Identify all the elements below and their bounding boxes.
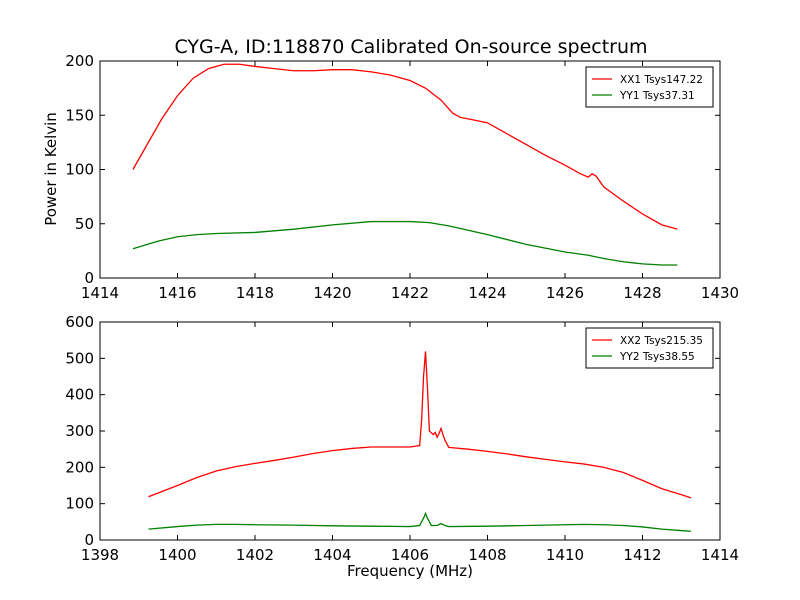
- x-tick-label: 1418: [236, 284, 274, 302]
- y-tick-label: 500: [65, 349, 94, 367]
- y-tick-label: 300: [65, 422, 94, 440]
- x-tick-label: 1426: [546, 284, 584, 302]
- y-tick-label: 50: [75, 215, 94, 233]
- x-tick-label: 1424: [468, 284, 506, 302]
- x-tick-label: 1398: [81, 546, 119, 564]
- series-line-xx: [132, 63, 678, 230]
- legend-label: YY1 Tsys37.31: [619, 90, 695, 102]
- y-tick-label: 0: [84, 269, 94, 287]
- y-tick-label: 600: [65, 313, 94, 331]
- y-tick-label: 400: [65, 386, 94, 404]
- x-tick-label: 1430: [701, 284, 739, 302]
- figure-title: CYG-A, ID:118870 Calibrated On-source sp…: [174, 36, 647, 58]
- legend: XX2 Tsys215.35 YY2 Tsys38.55: [585, 327, 714, 369]
- x-axis-label: Frequency (MHz): [347, 562, 473, 580]
- top-subplot: 1414 1416 1418 1420 1422 1424 1426 1428 1430 0 50 1…: [65, 52, 739, 302]
- legend-label: XX2 Tsys215.35: [620, 335, 703, 347]
- legend-box: [585, 327, 714, 369]
- legend-box: [585, 66, 714, 108]
- x-tick-label: 1414: [81, 284, 119, 302]
- legend-label: YY2 Tsys38.55: [619, 351, 695, 363]
- x-tick-label: 1408: [468, 546, 506, 564]
- x-tick-label: 1428: [623, 284, 661, 302]
- y-tick-label: 200: [65, 52, 94, 70]
- legend: XX1 Tsys147.22 YY1 Tsys37.31: [585, 66, 714, 108]
- x-tick-label: 1414: [701, 546, 739, 564]
- y-tick-label: 100: [65, 495, 94, 513]
- y-tick-label: 0: [84, 531, 94, 549]
- series-line-yy: [132, 220, 678, 266]
- bottom-subplot: 1398 1400 1402 1404 1406 1408 1410 1412 1414 0 100…: [65, 313, 739, 564]
- series-line-xx: [148, 351, 692, 499]
- x-tick-label: 1404: [313, 546, 351, 564]
- x-tick-label: 1422: [391, 284, 429, 302]
- x-tick-label: 1410: [546, 546, 584, 564]
- y-tick-label: 200: [65, 458, 94, 476]
- y-tick-label: 150: [65, 106, 94, 124]
- legend-label: XX1 Tsys147.22: [620, 74, 703, 86]
- y-tick-label: 100: [65, 161, 94, 179]
- x-tick-label: 1420: [313, 284, 351, 302]
- series-line-yy: [148, 511, 691, 532]
- x-tick-label: 1416: [158, 284, 196, 302]
- x-tick-label: 1412: [623, 546, 661, 564]
- y-axis-label: Power in Kelvin: [42, 112, 60, 226]
- x-tick-label: 1400: [158, 546, 196, 564]
- x-tick-label: 1406: [391, 546, 429, 564]
- x-tick-label: 1402: [236, 546, 274, 564]
